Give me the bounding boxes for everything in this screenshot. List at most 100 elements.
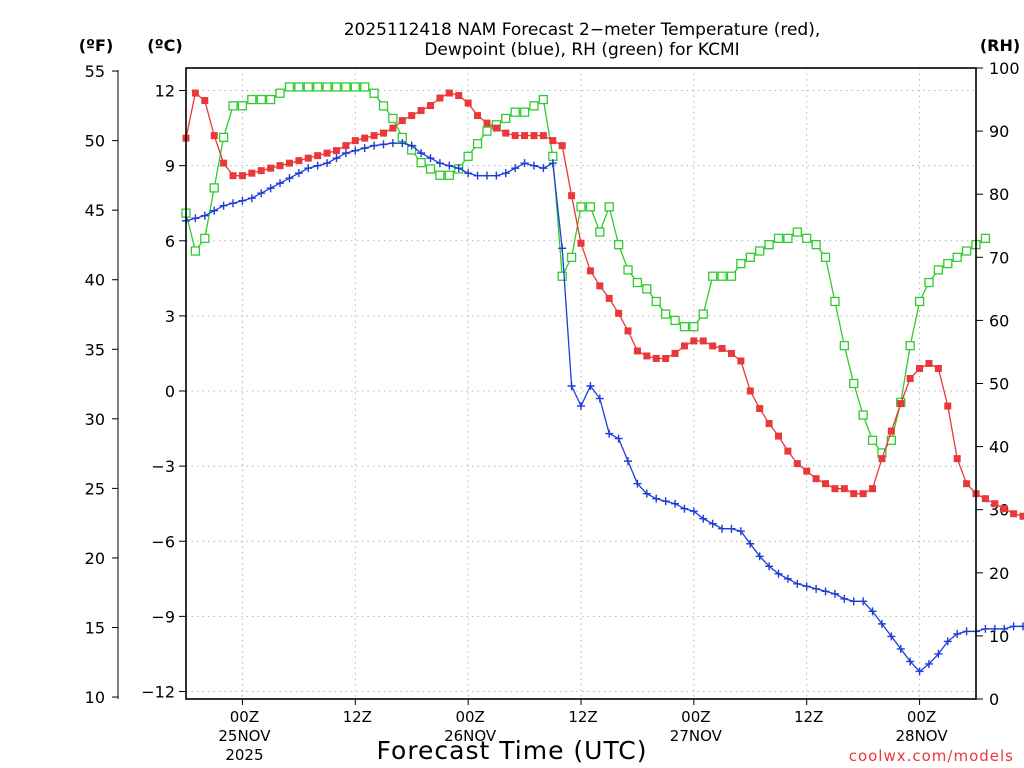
temperature-point bbox=[380, 129, 387, 137]
rh-point bbox=[200, 233, 210, 244]
temperature-point bbox=[238, 172, 246, 180]
rh-point bbox=[275, 88, 285, 98]
dewpoint-point bbox=[445, 161, 454, 170]
dewpoint-point bbox=[539, 164, 548, 173]
temperature-point bbox=[887, 427, 895, 435]
chart-title-line-1: 2025112418 NAM Forecast 2−meter Temperat… bbox=[344, 20, 821, 40]
time-tick-label: 12Z bbox=[343, 708, 372, 726]
temperature-point bbox=[417, 107, 425, 115]
rh-point bbox=[416, 157, 426, 168]
dewpoint-point bbox=[548, 159, 557, 168]
dewpoint-point bbox=[370, 141, 379, 150]
dewpoint-point bbox=[821, 587, 830, 596]
dewpoint-point bbox=[727, 524, 736, 533]
rh-point bbox=[980, 233, 991, 244]
temperature-point bbox=[737, 357, 745, 365]
rh-point bbox=[444, 170, 454, 180]
x-axis-title: Forecast Time (UTC) bbox=[377, 736, 648, 765]
rh-tick-label: 60 bbox=[989, 311, 1009, 330]
dewpoint-point bbox=[624, 457, 633, 466]
temperature-point bbox=[756, 405, 764, 413]
dewpoint-point bbox=[501, 169, 510, 178]
time-tick-label: 00Z bbox=[230, 708, 259, 726]
temperature-point bbox=[652, 354, 660, 362]
time-tick-label: 12Z bbox=[568, 708, 597, 726]
dewpoint-point bbox=[783, 574, 792, 583]
dewpoint-point bbox=[755, 552, 764, 561]
temperature-point bbox=[549, 137, 557, 145]
temperature-point bbox=[699, 337, 707, 345]
rh-point bbox=[284, 82, 295, 92]
dewpoint-point bbox=[191, 214, 200, 223]
rh-point bbox=[924, 277, 934, 288]
rh-point bbox=[698, 309, 708, 319]
temperature-point bbox=[765, 420, 773, 428]
fahrenheit-axis-ticks: 55 50 45 40 35 30 25 20 15 10 bbox=[85, 62, 118, 707]
year-tick-label: 2025 bbox=[225, 746, 263, 764]
time-tick-label: 00Z bbox=[907, 708, 936, 726]
dewpoint-point bbox=[332, 154, 341, 163]
temperature-series bbox=[182, 89, 1024, 520]
fahrenheit-tick-label: 10 bbox=[85, 688, 105, 707]
dewpoint-point bbox=[379, 140, 388, 149]
temperature-point bbox=[822, 480, 830, 488]
celsius-axis-ticks: 12 9 6 3 0 −3 −6 −9 −12 bbox=[141, 82, 186, 701]
temperature-point bbox=[577, 239, 585, 247]
dewpoint-point bbox=[360, 144, 369, 153]
dewpoint-point bbox=[558, 244, 567, 253]
dewpoint-point bbox=[990, 624, 999, 633]
temperature-point bbox=[850, 490, 858, 498]
dewpoint-series bbox=[182, 139, 1024, 676]
temperature-point bbox=[746, 387, 754, 395]
temperature-point bbox=[690, 337, 698, 345]
credit-text: coolwx.com/models bbox=[849, 747, 1014, 765]
temperature-point bbox=[803, 467, 811, 475]
rh-point bbox=[914, 296, 925, 307]
rh-tick-label: 10 bbox=[989, 627, 1009, 646]
rh-point bbox=[905, 340, 915, 351]
dewpoint-point bbox=[341, 149, 350, 158]
temperature-point bbox=[718, 344, 726, 352]
rh-point bbox=[265, 94, 276, 105]
rh-point bbox=[529, 101, 539, 111]
rh-point bbox=[585, 202, 596, 212]
temperature-point bbox=[1010, 510, 1018, 518]
temperature-point bbox=[596, 282, 604, 290]
temperature-point bbox=[558, 142, 566, 150]
rh-point bbox=[755, 246, 765, 256]
celsius-unit-label: (ºC) bbox=[147, 36, 182, 55]
temperature-point bbox=[436, 94, 444, 102]
dewpoint-point bbox=[774, 569, 783, 578]
dewpoint-point bbox=[388, 139, 397, 148]
temperature-point bbox=[267, 164, 275, 172]
rh-point bbox=[642, 284, 652, 294]
rh-point bbox=[425, 164, 436, 174]
rh-tick-label: 100 bbox=[989, 59, 1020, 78]
fahrenheit-tick-label: 20 bbox=[85, 549, 105, 568]
dewpoint-point bbox=[257, 189, 266, 198]
temperature-point bbox=[897, 400, 905, 408]
dewpoint-point bbox=[398, 139, 407, 148]
temperature-point bbox=[502, 129, 510, 137]
temperature-point bbox=[605, 294, 613, 302]
temperature-point bbox=[624, 327, 632, 335]
temperature-point bbox=[464, 99, 472, 107]
temperature-point bbox=[530, 132, 538, 140]
dewpoint-point bbox=[765, 562, 774, 571]
rh-point bbox=[482, 126, 492, 136]
dewpoint-point bbox=[614, 434, 623, 443]
chart-title-line-2: Dewpoint (blue), RH (green) for KCMI bbox=[424, 40, 739, 60]
rh-point bbox=[209, 183, 219, 193]
rh-tick-label: 50 bbox=[989, 375, 1009, 394]
dewpoint-point bbox=[953, 629, 962, 638]
rh-point bbox=[736, 258, 746, 269]
dewpoint-point bbox=[473, 171, 482, 180]
rh-point bbox=[717, 271, 727, 281]
temperature-point bbox=[831, 485, 839, 493]
time-tick-label: 12Z bbox=[794, 708, 823, 726]
rh-point bbox=[360, 82, 370, 92]
rh-tick-label: 90 bbox=[989, 122, 1009, 141]
celsius-tick-label: −9 bbox=[151, 607, 175, 626]
time-tick-label: 00Z bbox=[681, 708, 710, 726]
